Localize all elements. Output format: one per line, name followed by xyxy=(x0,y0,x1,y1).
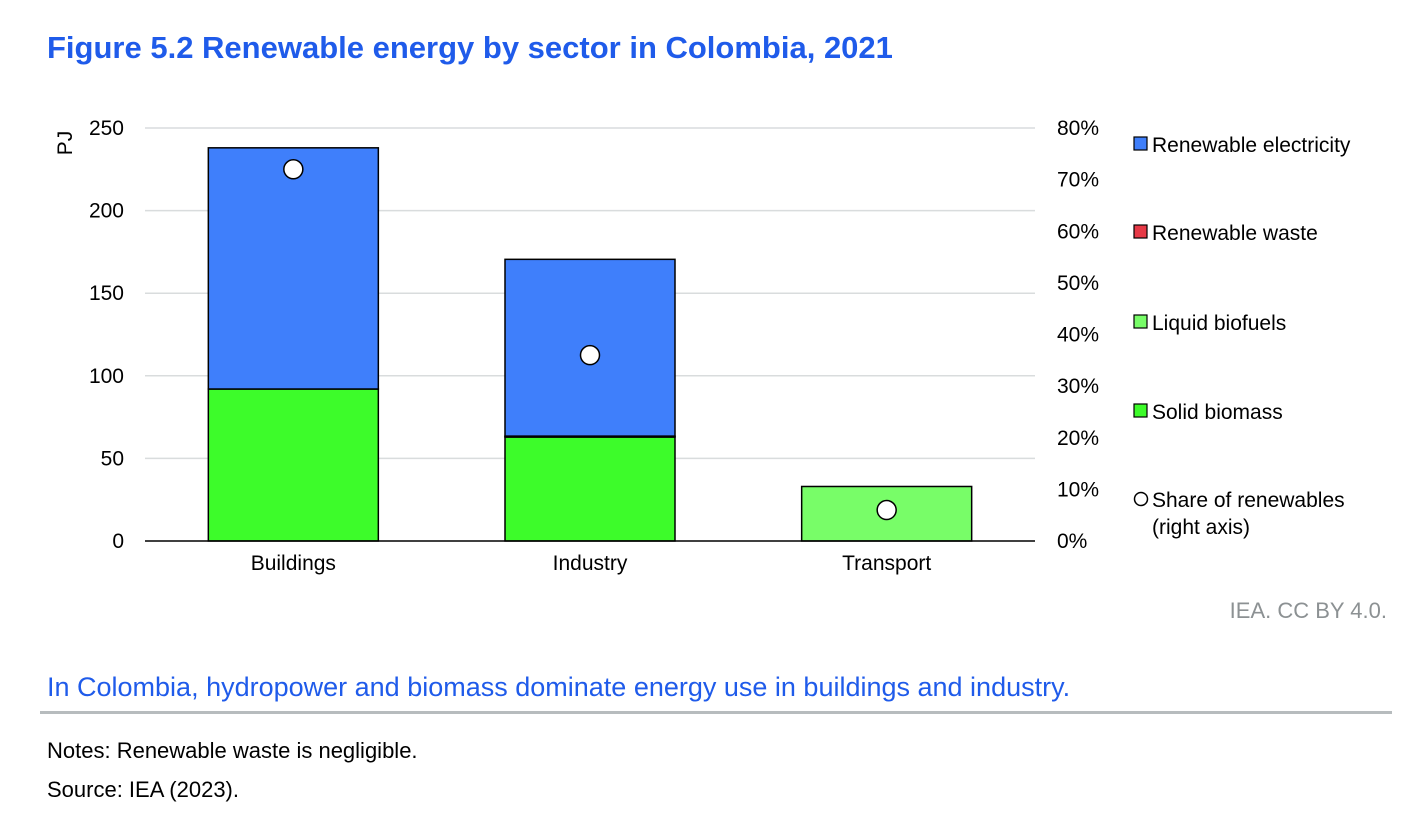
legend-label: Liquid biofuels xyxy=(1152,312,1286,335)
right-tick-label: 50% xyxy=(1057,272,1099,295)
legend-swatch xyxy=(1133,403,1148,418)
chart-area: 0 50 100 150 200 250 0% 10% 20% 30% 40% 50% 60% 70% 8… xyxy=(54,117,1351,575)
legend-label: (right axis) xyxy=(1152,516,1250,539)
category-label: Buildings xyxy=(251,552,336,575)
legend-label: Renewable waste xyxy=(1152,222,1318,245)
legend-marker xyxy=(1133,491,1149,507)
bars xyxy=(207,147,973,542)
right-tick-label: 10% xyxy=(1057,478,1099,501)
left-tick-label: 200 xyxy=(89,200,124,223)
credit-label: IEA. CC BY 4.0. xyxy=(1229,598,1387,623)
legend-label: Solid biomass xyxy=(1152,401,1283,424)
notes-text: Notes: Renewable waste is negligible. xyxy=(47,738,418,763)
right-tick-label: 60% xyxy=(1057,220,1099,243)
right-tick-label: 70% xyxy=(1057,169,1099,192)
share-markers xyxy=(283,159,897,521)
right-axis-ticks: 0% 10% 20% 30% 40% 50% 60% 70% 80% xyxy=(1057,117,1099,553)
legend-label: Share of renewables xyxy=(1152,489,1345,512)
right-tick-label: 30% xyxy=(1057,375,1099,398)
left-tick-label: 250 xyxy=(89,117,124,140)
legend-swatch xyxy=(1133,224,1148,239)
figure-title: Figure 5.2 Renewable energy by sector in… xyxy=(47,30,893,65)
caption-divider xyxy=(40,711,1392,714)
category-labels: Buildings Industry Transport xyxy=(251,552,932,575)
legend-label: Renewable electricity xyxy=(1152,134,1351,157)
category-label: Transport xyxy=(842,552,931,575)
left-tick-label: 150 xyxy=(89,282,124,305)
bar-segment xyxy=(504,436,676,542)
share-marker xyxy=(579,344,601,366)
right-tick-label: 20% xyxy=(1057,427,1099,450)
legend-swatch xyxy=(1133,136,1148,151)
right-tick-label: 80% xyxy=(1057,117,1099,140)
right-tick-label: 0% xyxy=(1057,530,1087,553)
bar-segment xyxy=(207,147,380,390)
source-text: Source: IEA (2023). xyxy=(47,777,239,802)
left-tick-label: 50 xyxy=(101,447,124,470)
legend: Renewable electricity Renewable waste Liqu… xyxy=(1133,134,1351,539)
category-label: Industry xyxy=(553,552,628,575)
left-axis-ticks: 0 50 100 150 200 250 xyxy=(89,117,124,553)
right-tick-label: 40% xyxy=(1057,324,1099,347)
share-marker xyxy=(876,499,897,521)
figure-caption: In Colombia, hydropower and biomass domi… xyxy=(47,672,1071,702)
left-tick-label: 0 xyxy=(112,530,124,553)
left-tick-label: 100 xyxy=(89,365,124,388)
legend-swatch xyxy=(1133,314,1148,329)
share-marker xyxy=(283,159,304,180)
y-axis-label: PJ xyxy=(54,131,77,156)
bar-segment xyxy=(207,388,380,542)
